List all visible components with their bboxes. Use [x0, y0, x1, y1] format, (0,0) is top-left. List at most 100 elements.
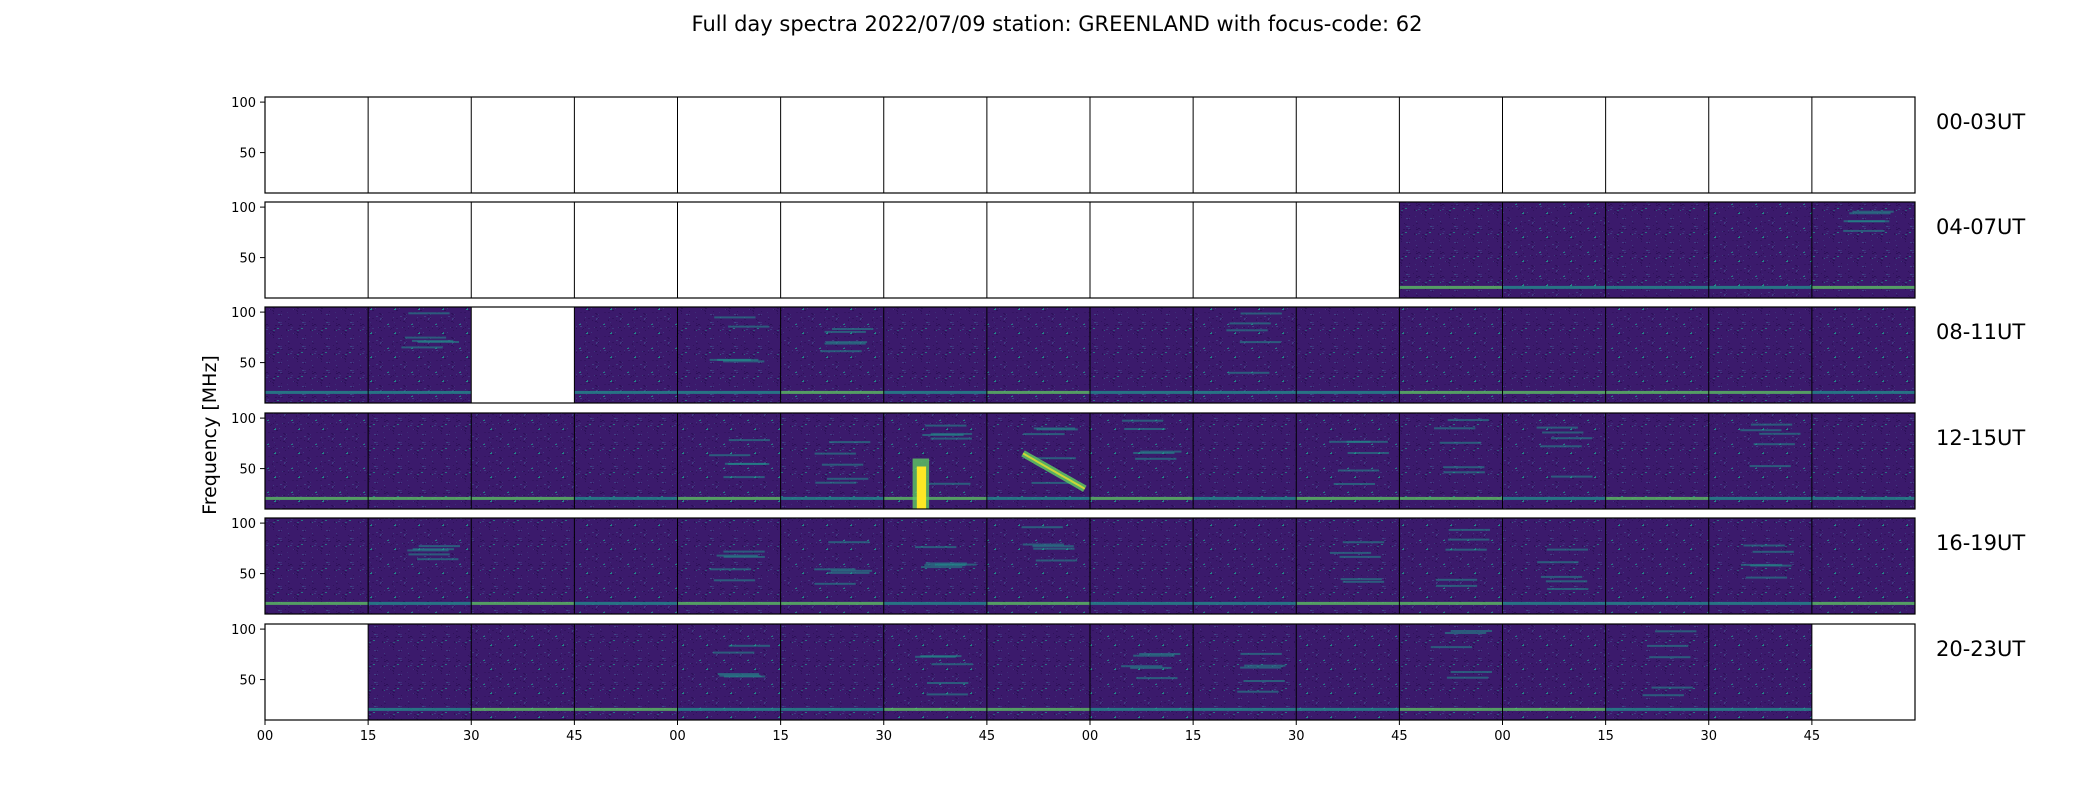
interference-band [368, 601, 472, 605]
spectrogram-panel-2-6 [883, 307, 987, 403]
x-tick-label: 15 [772, 729, 789, 744]
spectrogram-panel-5-8 [1090, 624, 1194, 720]
spectral-striation [1035, 559, 1078, 562]
spectral-striation [1843, 229, 1885, 232]
interference-band [1605, 707, 1709, 711]
spectrogram-panel-3-6 [883, 413, 987, 509]
interference-band [677, 496, 781, 500]
spectral-striation [1743, 544, 1785, 547]
empty-panel-0-6 [883, 97, 987, 193]
row-frame [264, 412, 1916, 510]
x-tick-label: 45 [979, 729, 996, 744]
y-tick-label: 50 [239, 252, 256, 267]
spectral-striation [1339, 555, 1381, 558]
spectral-striation [920, 655, 962, 658]
spectrogram-panel-4-13 [1605, 518, 1709, 614]
spectrogram-panel-4-8 [1090, 518, 1194, 614]
spectral-striation [925, 562, 967, 565]
spectrogram-panel-2-10 [1296, 307, 1400, 403]
spectral-striation [929, 482, 971, 485]
spectrogram-panel-4-5 [780, 518, 884, 614]
spectral-striation [915, 546, 957, 549]
spectral-striation [1443, 466, 1485, 469]
spectral-striation [1022, 543, 1064, 546]
spectrogram-panel-1-15 [1811, 202, 1916, 298]
interference-band [574, 390, 678, 394]
x-tick-labels: 00 15 30 45 00 15 30 45 00 15 30 45 00 15 30 45 [257, 720, 1820, 744]
interference-band [1090, 601, 1194, 605]
empty-panel-0-13 [1605, 97, 1709, 193]
interference-band [1502, 496, 1606, 500]
y-tick-label: 50 [239, 357, 256, 372]
spectral-striation [1435, 584, 1478, 587]
interference-band [265, 601, 369, 605]
spectrogram-panel-4-9 [1193, 518, 1297, 614]
spectral-striation [1752, 550, 1794, 553]
empty-panel-1-7 [986, 202, 1091, 298]
spectrogram-panel-3-12 [1502, 413, 1606, 509]
spectral-striation [927, 682, 969, 684]
interference-band [883, 390, 987, 394]
x-tick-label: 45 [1391, 729, 1408, 744]
interference-band [1811, 601, 1916, 605]
y-tick-label: 100 [231, 623, 256, 638]
spectral-striation [1229, 322, 1271, 325]
spectral-striation [1032, 545, 1074, 548]
empty-panel-0-8 [1090, 97, 1194, 193]
interference-band [1502, 707, 1606, 711]
empty-panel-0-12 [1502, 97, 1606, 193]
spectral-striation [1430, 646, 1473, 649]
empty-panel-0-14 [1708, 97, 1812, 193]
spectrogram-panel-5-1 [368, 624, 472, 720]
empty-panel-1-8 [1090, 202, 1194, 298]
spectral-striation [728, 325, 770, 328]
empty-panel-5-0 [265, 624, 369, 720]
interference-band [471, 601, 575, 605]
row-label-04-07UT: 04-07UT [1936, 215, 2025, 239]
spectral-striation [1759, 432, 1801, 435]
interference-band [368, 390, 472, 394]
spectrogram-panel-1-14 [1708, 202, 1812, 298]
x-tick-label: 15 [1597, 729, 1614, 744]
spectral-striation [931, 663, 973, 666]
spectral-striation [1545, 580, 1588, 583]
interference-band [1090, 707, 1194, 711]
interference-band [1708, 601, 1812, 605]
spectral-striation [1033, 547, 1075, 550]
empty-panel-1-3 [574, 202, 678, 298]
spectrogram-panel-2-9 [1193, 307, 1297, 403]
spectral-striation [921, 566, 963, 569]
row-frame [264, 517, 1916, 615]
spectrogram-panel-1-12 [1502, 202, 1606, 298]
interference-band [1399, 390, 1503, 394]
y-tick-label: 100 [231, 201, 256, 216]
spectrogram-panel-3-10 [1296, 413, 1400, 509]
spectrogram-panel-3-15 [1811, 413, 1916, 509]
x-tick-label: 45 [566, 729, 583, 744]
spectral-striation [1140, 450, 1182, 453]
spectrogram-panel-3-5 [780, 413, 884, 509]
empty-panel-1-4 [677, 202, 781, 298]
interference-band [780, 496, 884, 500]
spectral-striation [1333, 483, 1375, 485]
interference-band [1193, 496, 1297, 500]
spectral-striation [1852, 210, 1894, 213]
row-label-20-23UT: 20-23UT [1936, 637, 2025, 661]
spectrogram-panel-2-14 [1708, 307, 1812, 403]
interference-band [1502, 285, 1606, 289]
spectrogram-panel-3-1 [368, 413, 472, 509]
spectrogram-panel-5-3 [574, 624, 678, 720]
spectral-striation [1243, 680, 1285, 682]
interference-band [1399, 601, 1503, 605]
interference-band [368, 707, 472, 711]
empty-panel-1-5 [780, 202, 884, 298]
empty-panel-0-4 [677, 97, 781, 193]
spectral-striation [1444, 632, 1487, 634]
spectral-striation [1536, 426, 1578, 429]
interference-band [883, 601, 987, 605]
spectral-striation [408, 312, 450, 315]
spectral-striation [935, 563, 977, 566]
spectrogram-panel-3-8 [1090, 413, 1194, 509]
spectral-striation [1240, 312, 1282, 315]
spectrogram-panel-5-5 [780, 624, 884, 720]
